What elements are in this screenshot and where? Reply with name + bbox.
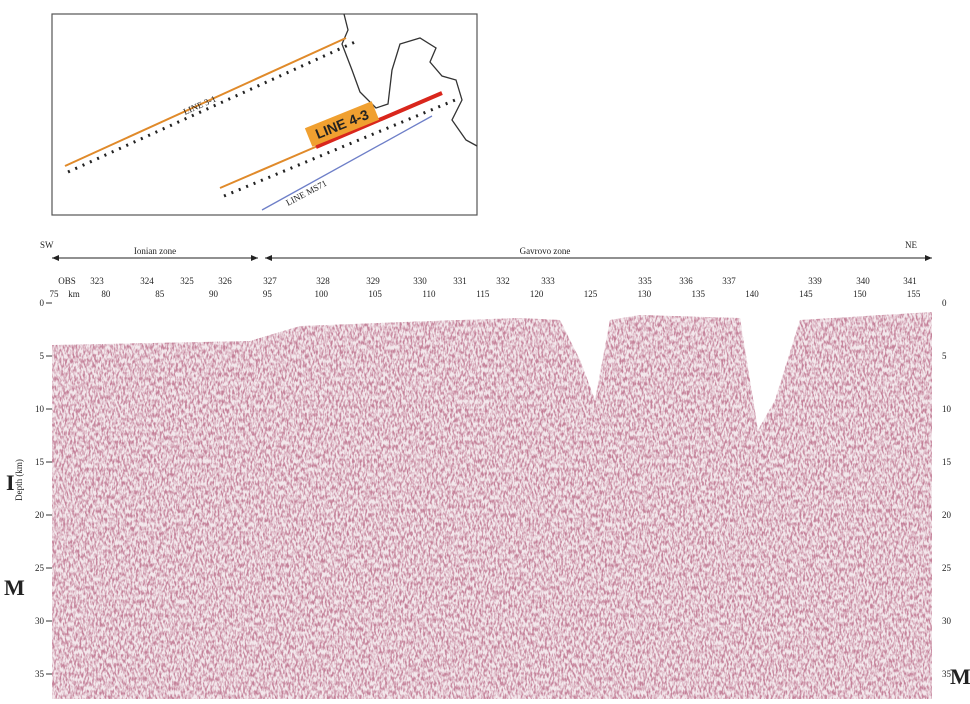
km-label: 145 [799, 289, 813, 299]
marker: M [4, 575, 25, 600]
depth-tick-label: 20 [942, 510, 952, 520]
km-label: 75 [50, 289, 60, 299]
map-inset: LINE 3-1 LINE 4-3 LINE MS71 [51, 13, 478, 216]
line-ms71 [261, 115, 433, 211]
obs-label: 340 [856, 276, 870, 286]
depth-tick-label: 35 [942, 669, 952, 679]
depth-tick-label: 35 [35, 669, 45, 679]
obs-label: 335 [638, 276, 652, 286]
label-box [304, 101, 380, 147]
depth-tick-label: 0 [942, 298, 947, 308]
depth-tick-label: 10 [942, 404, 952, 414]
depth-tick-label: 30 [942, 616, 952, 626]
km-label: 140 [745, 289, 759, 299]
km-label: 95 [263, 289, 273, 299]
depth-tick-label: 25 [35, 563, 45, 573]
obs-label: 324 [140, 276, 154, 286]
km-label: 125 [584, 289, 598, 299]
depth-tick-label: 5 [40, 351, 45, 361]
line-4-3-west [219, 144, 321, 189]
marker: I [6, 470, 15, 495]
km-label: 150 [853, 289, 867, 299]
depth-tick-label: 15 [35, 457, 45, 467]
km-label: 130 [638, 289, 652, 299]
depth-tick-label: 20 [35, 510, 45, 520]
obs-label: 333 [541, 276, 555, 286]
direction: SW [40, 240, 54, 250]
depth-tick-label: 0 [40, 298, 45, 308]
obs-label: 331 [453, 276, 467, 286]
obs-label: 327 [263, 276, 277, 286]
obs-label: 337 [722, 276, 736, 286]
km-label: 105 [368, 289, 382, 299]
obs-label: 332 [496, 276, 510, 286]
line-3-1 [64, 37, 347, 167]
obs-label: 325 [180, 276, 194, 286]
map-frame [51, 13, 478, 216]
km-label: 115 [476, 289, 490, 299]
axis-label: Depth (km) [14, 459, 24, 501]
obs-label: 329 [366, 276, 380, 286]
zone-label: Gavrovo zone [520, 246, 571, 256]
km-label: 85 [155, 289, 165, 299]
depth-tick-label: 25 [942, 563, 952, 573]
depth-tick-label: 5 [942, 351, 947, 361]
zone-label: Ionian zone [134, 246, 176, 256]
km-label: 110 [422, 289, 436, 299]
seismic-image [52, 312, 932, 699]
coastline [341, 13, 478, 147]
obs-label: 328 [316, 276, 330, 286]
obs-label: 330 [413, 276, 427, 286]
km-header: km [68, 289, 80, 299]
depth-tick-label: 30 [35, 616, 45, 626]
obs-label: 336 [679, 276, 693, 286]
km-label: 80 [101, 289, 111, 299]
depth-tick-label: 15 [942, 457, 952, 467]
km-label: 155 [907, 289, 921, 299]
obs-label: 341 [903, 276, 917, 286]
km-label: 90 [209, 289, 219, 299]
direction: NE [905, 240, 917, 250]
obs-label: 326 [218, 276, 232, 286]
obs-header: OBS [58, 276, 76, 286]
line-4-3 [315, 91, 443, 149]
depth-tick-label: 10 [35, 404, 45, 414]
obs-label: 339 [808, 276, 822, 286]
km-label: 120 [530, 289, 544, 299]
obs-label: 323 [90, 276, 104, 286]
km-label: 135 [691, 289, 705, 299]
km-label: 100 [315, 289, 329, 299]
marker: M [950, 664, 970, 689]
